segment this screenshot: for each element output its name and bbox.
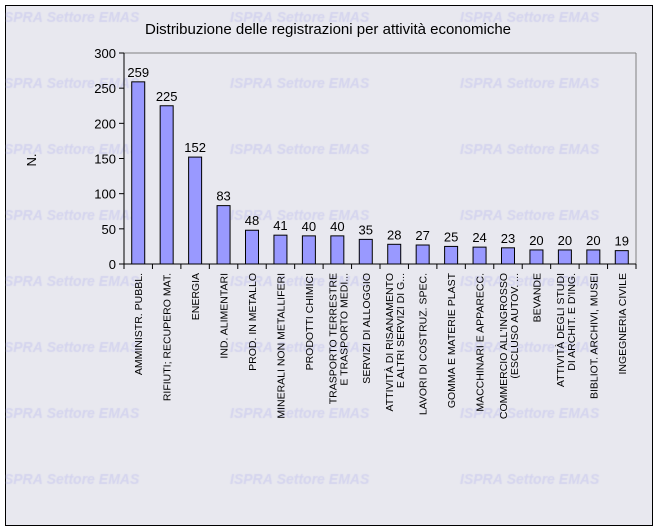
- x-tick-label-line: PRODOTTI CHIMICI: [304, 273, 316, 370]
- x-tick-label: LAVORI DI COSTRUZ. SPEC.: [418, 273, 430, 415]
- data-label: 20: [558, 233, 572, 248]
- y-axis-label: N.: [24, 154, 39, 167]
- x-tick-label: TRASPORTO TERRESTREE TRASPORTO MEDI...: [327, 273, 350, 404]
- data-label: 35: [359, 222, 373, 237]
- bar: [330, 235, 345, 265]
- bar: [301, 235, 316, 265]
- x-tick-label-line: PROD. IN METALLO: [247, 273, 259, 371]
- y-tick-label: 50: [102, 222, 116, 237]
- data-label: 40: [302, 219, 316, 234]
- y-tick-label: 0: [109, 257, 116, 272]
- data-label: 19: [615, 234, 629, 249]
- x-tick-label: PRODOTTI CHIMICI: [304, 273, 316, 370]
- x-tick-label: INGEGNERIA CIVILE: [617, 273, 629, 375]
- y-tick-label: 150: [94, 152, 116, 167]
- data-label: 259: [127, 65, 149, 80]
- bar: [159, 105, 174, 265]
- bar: [501, 247, 515, 265]
- x-tick-label-line: E TRASPORTO MEDI...: [338, 273, 350, 386]
- x-tick-label-line: RIFIUTI; RECUPERO MAT.: [162, 273, 174, 401]
- x-tick-label: COMMERCIO ALL'INGROSSO(ESCLUSO AUTOV. ..…: [498, 273, 521, 419]
- data-label: 28: [387, 227, 401, 242]
- bar: [529, 249, 544, 265]
- x-tick-label-line: AMMINISTR. PUBBL.: [133, 273, 145, 375]
- data-label: 40: [330, 219, 344, 234]
- y-tick-label: 100: [94, 187, 116, 202]
- x-tick-label-line: INGEGNERIA CIVILE: [617, 273, 629, 375]
- x-tick-label: AMMINISTR. PUBBL.: [133, 273, 145, 375]
- x-tick-label-line: MINERALI NON METALLIFERI: [275, 273, 287, 419]
- bar: [472, 246, 487, 265]
- plot-area: 0 50 100 150 200 250 300 259 AMMINISTR. PUBBL. 22…: [94, 46, 637, 419]
- x-tick-label-line: ENERGIA: [190, 273, 202, 320]
- x-tick-label-line: GOMMA E MATERIE PLAST: [446, 272, 458, 408]
- x-tick-label-line: TRASPORTO TERRESTRE: [327, 273, 339, 404]
- x-tick-label: BEVANDE: [531, 273, 543, 322]
- y-tick-label: 250: [94, 81, 116, 96]
- data-label: 225: [156, 89, 178, 104]
- x-tick-label: MINERALI NON METALLIFERI: [275, 273, 287, 419]
- x-tick-label-line: LAVORI DI COSTRUZ. SPEC.: [418, 273, 430, 415]
- bar: [444, 245, 459, 265]
- x-tick-label: BIBLIOT. ARCHIVI, MUSEI: [588, 273, 600, 399]
- data-label: 25: [444, 229, 458, 244]
- bar: [557, 249, 572, 265]
- x-tick-label-line: ATTIVITÀ DEGLI STUDI: [554, 273, 567, 387]
- bar: [586, 249, 601, 265]
- data-label: 152: [184, 140, 206, 155]
- x-tick-label-line: MACCHINARI E APPARECC.: [475, 273, 487, 412]
- x-tick-label-line: BEVANDE: [531, 273, 543, 322]
- data-label: 41: [273, 218, 287, 233]
- x-tick-label: GOMMA E MATERIE PLAST: [446, 272, 458, 408]
- y-tick-label: 300: [94, 46, 116, 61]
- bar: [245, 229, 259, 265]
- data-label: 23: [501, 231, 515, 246]
- x-tick-label-line: SERVIZI DI ALLOGGIO: [361, 273, 373, 384]
- x-tick-label-line: (ESCLUSO AUTOV. ...: [509, 273, 521, 379]
- bar: [387, 243, 402, 265]
- data-label: 24: [472, 230, 486, 245]
- x-tick-label-line: IND. ALIMENTARI: [219, 273, 231, 359]
- data-label: 20: [529, 233, 543, 248]
- x-tick-label: IND. ALIMENTARI: [219, 273, 231, 359]
- bar: [131, 81, 146, 265]
- x-tick-label: ATTIVITÀ DEGLI STUDIDI ARCHIT. E D'ING.: [554, 273, 578, 387]
- data-label: 20: [586, 233, 600, 248]
- x-tick-label: MACCHINARI E APPARECC.: [475, 273, 487, 412]
- bar: [216, 205, 231, 265]
- bar: [614, 250, 629, 265]
- x-tick-label: ENERGIA: [190, 273, 202, 320]
- data-label: 27: [415, 228, 429, 243]
- bar: [358, 238, 373, 265]
- chart-title: Distribuzione delle registrazioni per at…: [145, 21, 511, 38]
- x-tick-label-line: E ALTRI SERVIZI DI G...: [395, 273, 407, 388]
- x-tick-label-line: COMMERCIO ALL'INGROSSO: [498, 273, 510, 419]
- data-label: 83: [216, 189, 230, 204]
- x-tick-label: SERVIZI DI ALLOGGIO: [361, 273, 373, 384]
- bar: [273, 234, 288, 265]
- x-tick-label: ATTIVITÀ DI RISANAMENTOE ALTRI SERVIZI D…: [383, 273, 407, 411]
- x-tick-label-line: ATTIVITÀ DI RISANAMENTO: [383, 273, 396, 411]
- x-tick-label: PROD. IN METALLO: [247, 273, 259, 371]
- bar: [415, 244, 430, 265]
- bar: [188, 156, 203, 265]
- x-tick-label-line: BIBLIOT. ARCHIVI, MUSEI: [588, 273, 600, 399]
- x-tick-label: RIFIUTI; RECUPERO MAT.: [162, 273, 174, 401]
- y-tick-label: 200: [94, 116, 116, 131]
- data-label: 48: [245, 213, 259, 228]
- x-tick-label-line: DI ARCHIT. E D'ING.: [566, 273, 578, 371]
